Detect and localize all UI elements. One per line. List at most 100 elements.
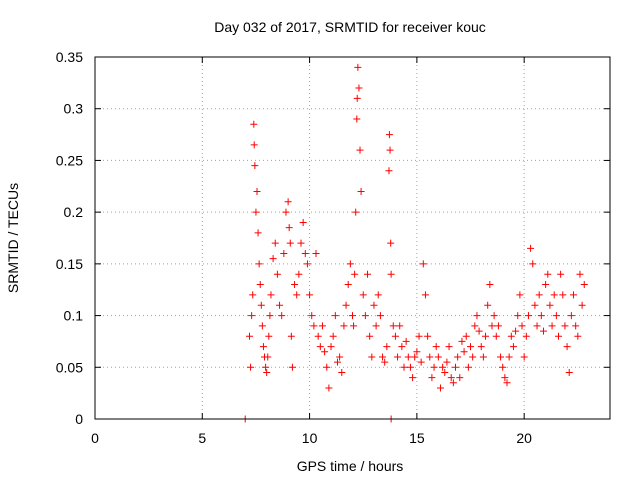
data-point	[286, 239, 294, 247]
data-point	[280, 250, 288, 258]
data-point	[447, 374, 455, 382]
data-point	[514, 312, 522, 320]
data-point	[415, 332, 423, 340]
data-point	[316, 343, 324, 351]
data-point	[527, 244, 535, 252]
data-point	[258, 322, 266, 330]
data-point	[387, 239, 395, 247]
data-point	[251, 162, 259, 170]
plot-frame	[94, 56, 611, 420]
data-point	[449, 379, 457, 387]
data-point	[486, 281, 494, 289]
data-point	[282, 208, 290, 216]
data-point	[413, 348, 421, 356]
data-point	[256, 281, 264, 289]
data-point	[574, 332, 582, 340]
data-point	[353, 94, 361, 102]
data-point	[445, 343, 453, 351]
data-point	[516, 291, 524, 299]
y-tick-label: 0.35	[56, 49, 83, 65]
data-point	[490, 312, 498, 320]
data-point	[460, 348, 468, 356]
data-point	[329, 332, 337, 340]
y-tick-label: 0.05	[56, 359, 83, 375]
data-point	[350, 322, 358, 330]
data-point	[406, 363, 414, 371]
x-tick-label: 10	[302, 430, 318, 446]
data-point	[312, 250, 320, 258]
data-point	[267, 291, 275, 299]
data-point	[441, 368, 449, 376]
data-point	[454, 353, 462, 361]
data-point	[400, 363, 408, 371]
data-point	[548, 322, 556, 330]
data-point	[303, 260, 311, 268]
data-point	[314, 332, 322, 340]
y-tick-label: 0.2	[64, 204, 84, 220]
data-point	[424, 332, 432, 340]
data-point	[531, 301, 539, 309]
data-point	[357, 187, 365, 195]
data-point	[325, 384, 333, 392]
data-point	[381, 358, 389, 366]
data-point	[484, 301, 492, 309]
data-point	[501, 374, 509, 382]
x-tick-label: 0	[91, 430, 99, 446]
data-point	[439, 363, 447, 371]
data-point	[533, 322, 541, 330]
y-tick-label: 0.15	[56, 256, 83, 272]
data-point	[488, 322, 496, 330]
data-point	[385, 167, 393, 175]
data-point	[458, 337, 466, 345]
data-point	[475, 327, 483, 335]
data-point	[572, 322, 580, 330]
data-point	[563, 343, 571, 351]
data-point	[278, 312, 286, 320]
data-point	[361, 312, 369, 320]
data-point	[372, 322, 380, 330]
data-point	[436, 384, 444, 392]
data-point	[494, 322, 502, 330]
data-point	[443, 358, 451, 366]
data-point	[539, 327, 547, 335]
data-point	[321, 348, 329, 356]
data-point	[306, 291, 314, 299]
data-point	[248, 312, 256, 320]
data-point	[376, 312, 384, 320]
data-point	[297, 239, 305, 247]
data-point	[434, 353, 442, 361]
data-point	[370, 301, 378, 309]
data-point	[512, 327, 520, 335]
data-point	[503, 379, 511, 387]
data-point	[505, 353, 513, 361]
data-point	[492, 332, 500, 340]
data-point	[301, 250, 309, 258]
data-point	[529, 260, 537, 268]
y-tick-label: 0.3	[64, 101, 84, 117]
data-point	[262, 363, 270, 371]
data-point	[482, 332, 490, 340]
data-point	[421, 291, 429, 299]
data-point	[366, 332, 374, 340]
data-point	[342, 301, 350, 309]
data-point	[411, 353, 419, 361]
data-point	[467, 343, 475, 351]
data-point	[419, 260, 427, 268]
data-point	[387, 270, 395, 278]
data-point	[273, 270, 281, 278]
x-tick-label: 20	[516, 430, 532, 446]
data-point	[249, 291, 257, 299]
data-point	[264, 353, 272, 361]
data-point	[464, 363, 472, 371]
data-point	[542, 281, 550, 289]
tick-labels: 0 5 10 15 20 0 0.05 0.1 0.15 0.2 0.25 0.3 0.35	[56, 49, 532, 446]
data-point	[570, 291, 578, 299]
data-point	[349, 312, 356, 320]
data-point	[354, 63, 362, 71]
x-tick-label: 5	[198, 430, 206, 446]
data-point	[509, 343, 517, 351]
data-point	[456, 374, 464, 382]
data-point	[333, 358, 341, 366]
data-point	[507, 332, 515, 340]
data-point	[318, 322, 326, 330]
